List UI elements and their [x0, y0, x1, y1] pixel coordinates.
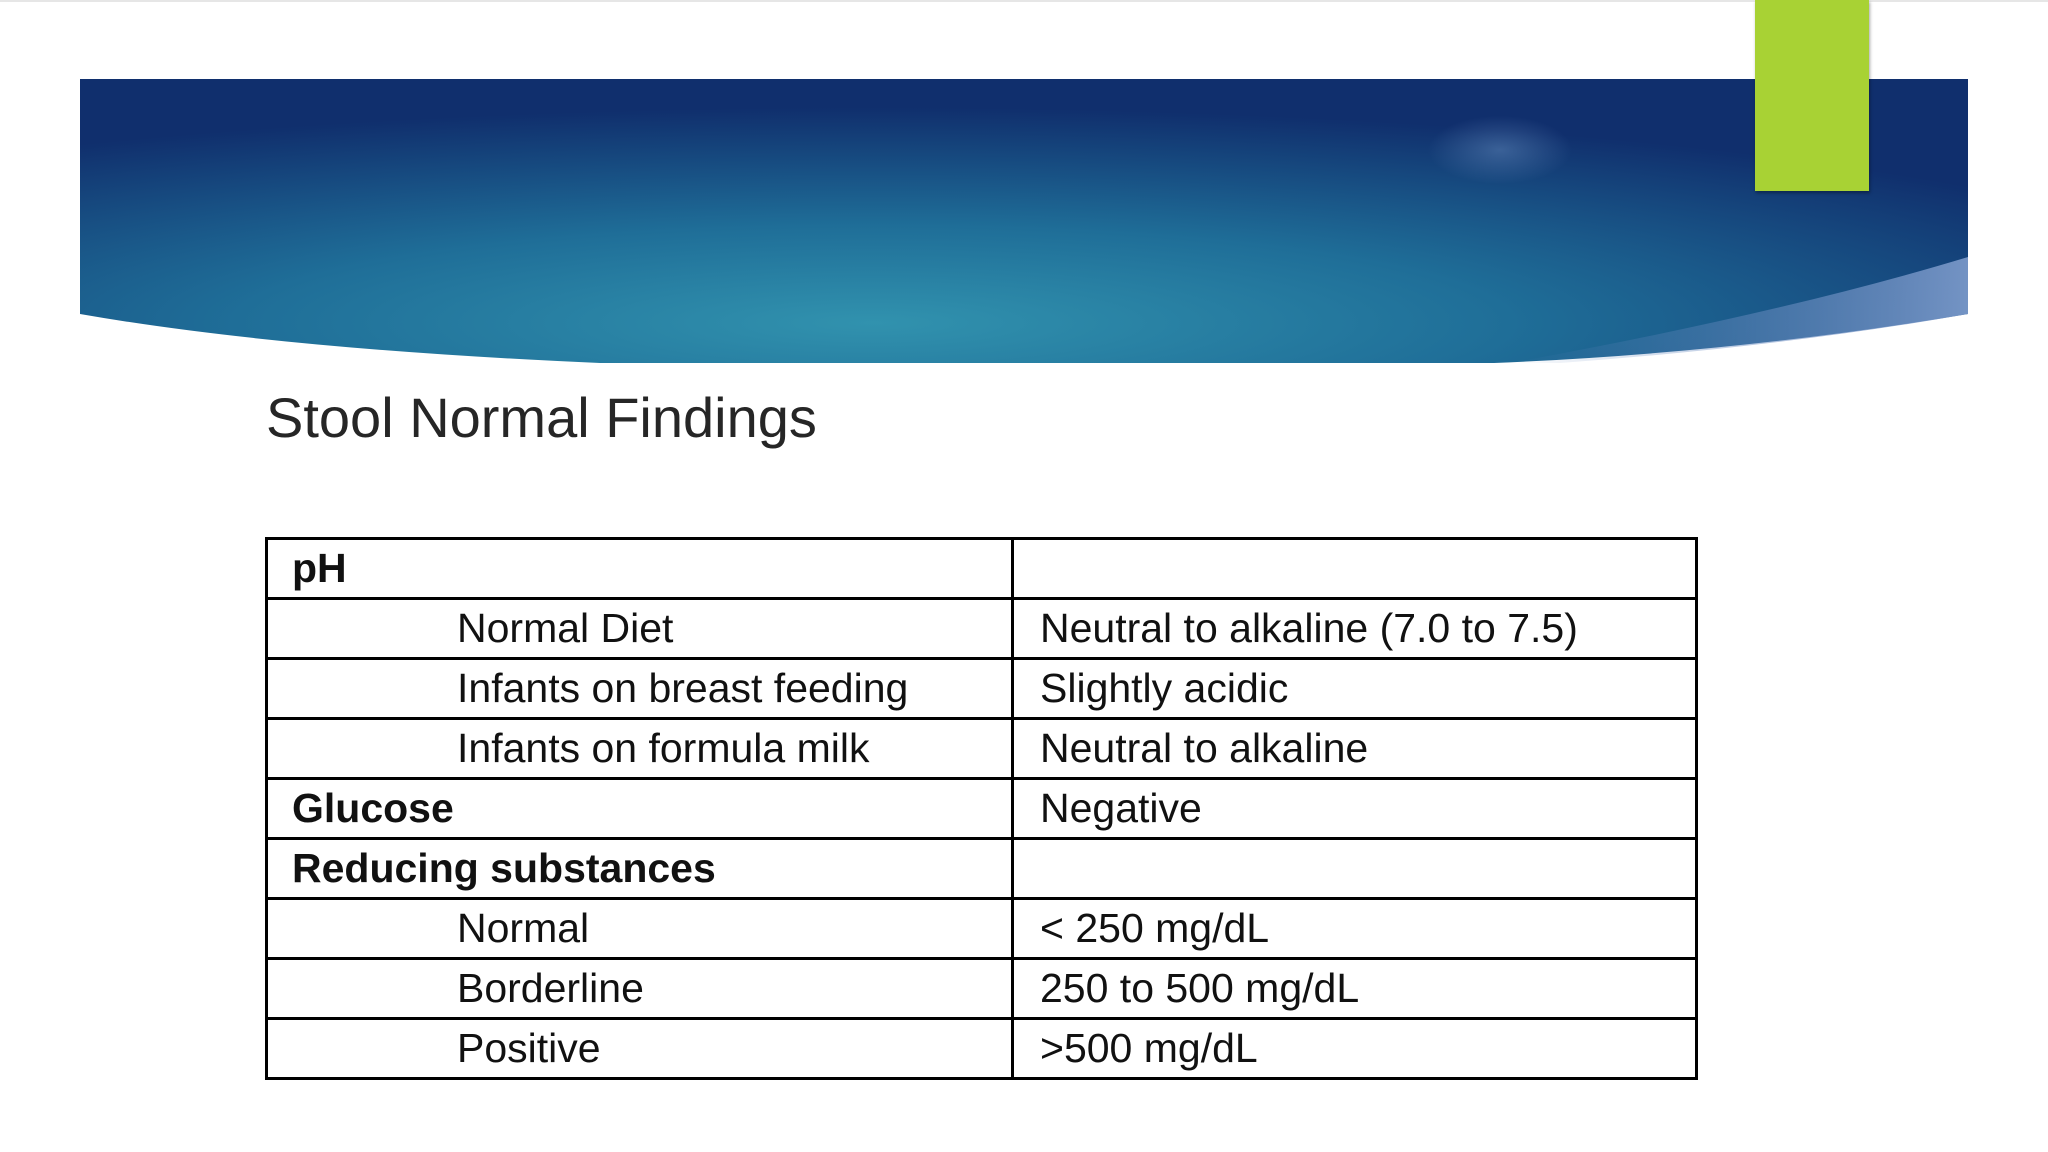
value-cell: >500 mg/dL [1011, 1017, 1698, 1080]
value-cell: Slightly acidic [1011, 657, 1698, 720]
parameter-cell: Normal [265, 897, 1014, 960]
slide-title: Stool Normal Findings [266, 386, 817, 449]
table-row: pH [265, 537, 1698, 600]
value-cell: Neutral to alkaline (7.0 to 7.5) [1011, 597, 1698, 660]
table-row: Normal Diet Neutral to alkaline (7.0 to 7… [265, 597, 1698, 660]
table-row: Infants on formula milk Neutral to alkali… [265, 717, 1698, 780]
findings-table: pH Normal Diet Neutral to alkaline (7.0 to… [265, 537, 1698, 1080]
accent-tab [1755, 0, 1869, 191]
header-banner [80, 79, 1968, 363]
parameter-cell: Infants on breast feeding [265, 657, 1014, 720]
table-row: Infants on breast feeding Slightly acidic [265, 657, 1698, 720]
value-cell [1011, 537, 1698, 600]
value-cell [1011, 837, 1698, 900]
table-row: Borderline 250 to 500 mg/dL [265, 957, 1698, 1020]
table-row: Positive >500 mg/dL [265, 1017, 1698, 1080]
value-cell: < 250 mg/dL [1011, 897, 1698, 960]
parameter-cell: Infants on formula milk [265, 717, 1014, 780]
value-cell: Neutral to alkaline [1011, 717, 1698, 780]
value-cell: 250 to 500 mg/dL [1011, 957, 1698, 1020]
value-cell: Negative [1011, 777, 1698, 840]
parameter-cell: Glucose [265, 777, 1014, 840]
table-body: pH Normal Diet Neutral to alkaline (7.0 to… [265, 537, 1698, 1080]
table-row: Normal < 250 mg/dL [265, 897, 1698, 960]
parameter-cell: Borderline [265, 957, 1014, 1020]
table-row: Reducing substances [265, 837, 1698, 900]
top-divider [0, 0, 2048, 2]
parameter-cell: Positive [265, 1017, 1014, 1080]
parameter-cell: Normal Diet [265, 597, 1014, 660]
parameter-cell: pH [265, 537, 1014, 600]
parameter-cell: Reducing substances [265, 837, 1014, 900]
table-row: Glucose Negative [265, 777, 1698, 840]
